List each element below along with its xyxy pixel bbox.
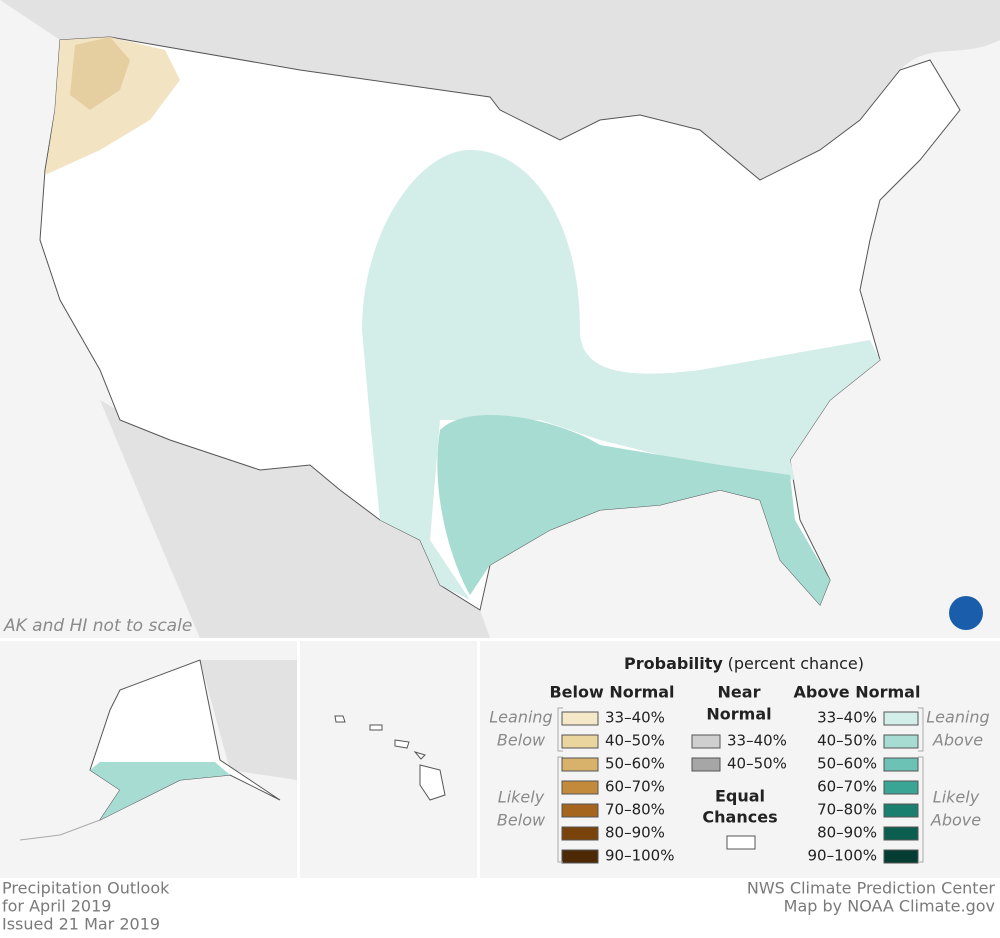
swatch [561, 826, 599, 841]
legend-heading: Normal [706, 705, 771, 724]
legend-heading: Chances [702, 808, 777, 827]
group-label: Below [497, 811, 546, 830]
footer-right: NWS Climate Prediction Center [747, 879, 996, 898]
map-note: AK and HI not to scale [3, 616, 192, 636]
swatch-label: 80–90% [605, 824, 665, 842]
legend-heading: Above Normal [794, 683, 921, 702]
swatch-label: 90–100% [808, 847, 877, 865]
footer: Precipitation Outlook for April 2019 Iss… [2, 879, 995, 934]
swatch [883, 757, 919, 772]
swatch [883, 849, 919, 864]
swatch-label: 40–50% [605, 732, 665, 750]
alaska-above-area [90, 762, 230, 820]
footer-left: Issued 21 Mar 2019 [2, 915, 160, 934]
aleutians [19, 819, 101, 841]
group-label: Leaning [489, 708, 552, 727]
swatch [561, 734, 599, 749]
legend: Probability (percent chance) Below Norma… [489, 654, 989, 865]
group-label: Leaning [926, 708, 989, 727]
group-label: Above [932, 731, 983, 750]
swatch-label: 50–60% [817, 755, 877, 773]
hawaii-panel [300, 641, 477, 878]
bracket [557, 707, 563, 863]
swatch-label: 60–70% [605, 778, 665, 796]
group-label: Below [497, 731, 546, 750]
swatch [561, 780, 599, 795]
legend-title-main: Probability [624, 654, 723, 673]
swatch [691, 734, 721, 749]
swatch [691, 757, 721, 772]
swatch-label: 60–70% [817, 778, 877, 796]
footer-left: for April 2019 [2, 897, 111, 916]
swatch [883, 780, 919, 795]
legend-title: Probability (percent chance) [624, 654, 864, 673]
bracket [918, 707, 924, 863]
group-label: Likely [498, 788, 545, 807]
swatch [561, 711, 599, 726]
swatch [561, 803, 599, 818]
legend-heading: Equal [715, 787, 765, 806]
group-label: Likely [933, 788, 980, 807]
swatch [883, 803, 919, 818]
legend-heading: Near [718, 683, 761, 702]
swatch-label: 50–60% [605, 755, 665, 773]
swatch [883, 826, 919, 841]
swatch [726, 835, 756, 850]
canada-inset [200, 660, 297, 780]
swatch [561, 849, 599, 864]
footer-right: Map by NOAA Climate.gov [784, 897, 995, 916]
swatch-label: 90–100% [605, 847, 674, 865]
swatch [883, 711, 919, 726]
mexico [100, 400, 490, 638]
swatch-label: 70–80% [605, 801, 665, 819]
canada [0, 0, 1000, 180]
group-label: Above [930, 811, 981, 830]
legend-subtitle: (percent chance) [728, 654, 864, 673]
hawaii [334, 715, 446, 801]
below-normal-40-area [70, 37, 130, 110]
swatch-label: 80–90% [817, 824, 877, 842]
swatch-label: 70–80% [817, 801, 877, 819]
legend-heading: Below Normal [549, 683, 674, 702]
above-normal-33-area [362, 150, 880, 600]
above-normal-40-area [437, 414, 830, 605]
swatch-label: 40–50% [817, 732, 877, 750]
swatch-label: 33–40% [727, 732, 787, 750]
noaa-logo [949, 596, 983, 630]
swatch-label: 33–40% [605, 709, 665, 727]
swatch [883, 734, 919, 749]
swatch-label: 40–50% [727, 755, 787, 773]
swatch-label: 33–40% [817, 709, 877, 727]
swatch [561, 757, 599, 772]
footer-left: Precipitation Outlook [2, 879, 170, 898]
